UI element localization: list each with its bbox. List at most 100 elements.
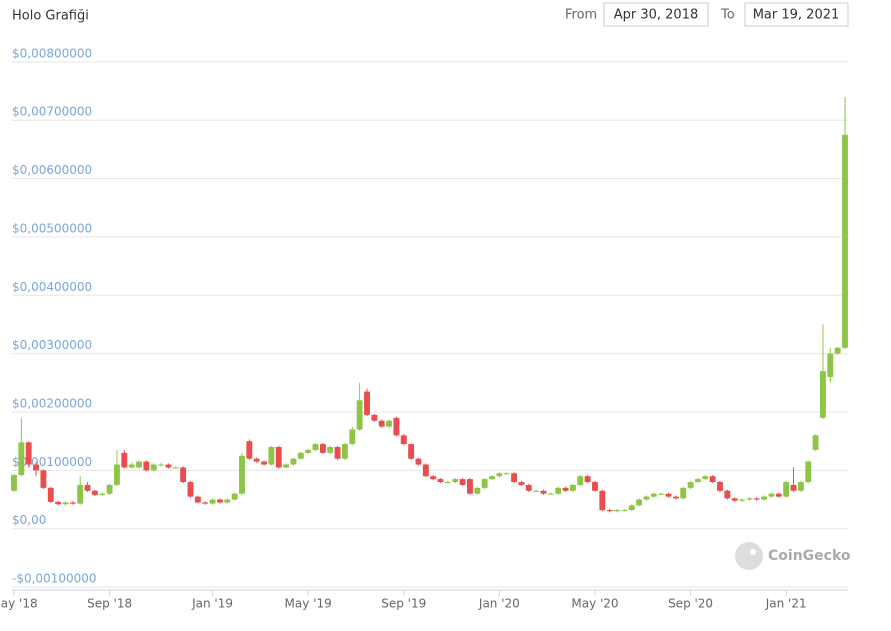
candle-body [842,134,848,348]
candle-body [724,490,731,499]
watermark: CoinGecko [735,542,851,570]
to-label: To [720,8,735,23]
candle-body [437,479,444,483]
candle-body [658,493,665,495]
candle-body [606,510,613,512]
candle-body [599,490,606,511]
y-tick-label: $0,00800000 [12,46,92,60]
candle-body [268,447,275,465]
candle-body [783,482,790,497]
y-tick-label: -$0,00100000 [12,572,97,586]
candle-body [106,484,113,494]
candle-body [621,510,628,512]
candle-body [165,464,172,468]
candle-body [187,482,194,497]
candle-body [290,458,297,465]
candle-body [592,482,598,491]
candle-body [797,482,804,491]
y-tick-label: $0,00 [12,513,46,527]
from-date: Apr 30, 2018 [614,8,699,23]
candle-body [518,482,525,485]
candle-body [540,490,547,494]
x-tick-label: Jan '20 [478,597,520,611]
candle-body [555,487,562,494]
y-tick-label: $0,00400000 [12,280,92,294]
from-input[interactable] [603,2,709,27]
candle-body [694,479,701,483]
candle-body [408,444,415,459]
x-tick-label: May '20 [571,597,618,611]
candle-body [305,449,312,453]
chart-title: Holo Grafiği [12,9,89,24]
candle-body [430,476,437,480]
candle-body [650,493,657,497]
candle-body [99,493,106,495]
candle-body [444,482,451,484]
candle-body [231,493,238,500]
candle-body [768,493,775,497]
candle-body [275,447,282,468]
candle-body [334,447,341,459]
candle-body [121,452,128,468]
candle-body [665,493,672,497]
y-tick-label: $0,00100000 [12,455,92,469]
candle-body [40,470,47,488]
candle-body [819,371,826,418]
candle-body [25,442,32,465]
candle-body [812,435,819,450]
candle-body [577,476,584,485]
candle-body [400,435,407,445]
candle-body [503,473,510,475]
candle-body [562,487,569,491]
to-date: Mar 19, 2021 [753,8,840,23]
candle-body [614,510,620,512]
candle-body [246,441,253,459]
candle-body [114,464,120,485]
candle-body [753,498,760,500]
candle-body [827,353,834,377]
candle-body [636,499,643,506]
y-tick-label: $0,00500000 [12,221,92,235]
candle-body [422,464,429,477]
watermark-eye [750,549,756,555]
y-tick-label: $0,00600000 [12,163,92,177]
x-tick-label: Jan '21 [765,597,807,611]
candle-body [143,461,150,471]
candle-body [805,461,812,483]
from-label: From [565,8,597,23]
candle-body [687,482,694,488]
x-tick-label: Sep '18 [87,597,132,611]
candle-body [18,442,25,476]
x-tick-label: Sep '19 [381,597,426,611]
candle-body [709,476,716,483]
candle-body [731,498,738,501]
candle-body [790,484,797,491]
candle-body [717,482,723,491]
candle-body [341,444,348,459]
candle-body [643,496,650,500]
candle-body [467,479,473,494]
candle-body [481,479,488,488]
candle-body [84,484,91,491]
candle-body [474,487,481,494]
candle-body [386,420,392,427]
candle-body [569,484,576,491]
candle-body [746,498,753,500]
x-tick-label: May '18 [0,597,38,611]
candle-body [327,447,334,453]
candle-body [834,347,841,354]
candle-body [136,461,142,468]
candle-body [172,467,179,469]
candle-body [533,490,540,492]
candle-body [253,458,260,462]
to-input[interactable] [744,2,849,27]
candle-body [283,464,290,468]
candle-body [180,467,187,483]
x-tick-label: May '19 [285,597,332,611]
candle-body [47,487,54,502]
candle-body [261,461,267,465]
candle-body [202,502,209,504]
candle-body [150,464,157,471]
candle-body [584,476,591,483]
